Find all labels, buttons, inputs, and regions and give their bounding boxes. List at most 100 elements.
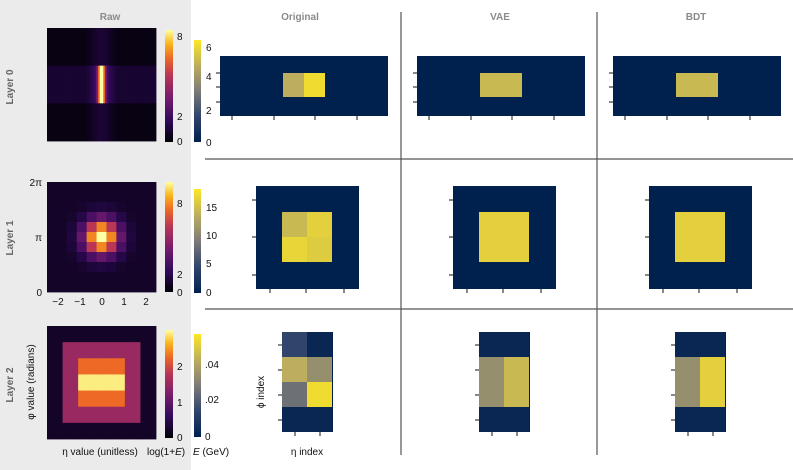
raw-cell (99, 103, 102, 142)
raw-cell (61, 103, 64, 142)
raw-cell (114, 28, 117, 67)
raw-cell (66, 272, 78, 283)
raw-cell (126, 222, 137, 233)
raw-cell (150, 103, 153, 142)
raw-cell (96, 262, 107, 273)
raw-cell (106, 202, 117, 213)
raw-cell (76, 282, 88, 293)
raw-cell (76, 65, 79, 104)
raw-cell (109, 374, 126, 391)
raw-cell (76, 222, 88, 233)
raw-cell (66, 65, 70, 104)
heatmap-cell (675, 212, 700, 237)
raw-y-axis-label: φ value (radians) (26, 344, 37, 419)
raw-cell (65, 28, 68, 67)
raw-cell (106, 242, 117, 253)
heatmap-cell (282, 332, 307, 357)
raw-cell (148, 65, 151, 104)
heatmap-cell (697, 73, 718, 97)
raw-cell (126, 212, 137, 223)
recon-y-axis-label: ϕ index (256, 376, 267, 408)
heatmap-cell (282, 357, 307, 382)
raw-cell (146, 28, 150, 67)
raw-cell (66, 262, 78, 273)
raw-cell (78, 406, 95, 424)
raw-cell (96, 242, 107, 253)
raw-cell (116, 28, 119, 67)
heatmap-cell (504, 332, 529, 357)
raw-cell (56, 262, 68, 273)
raw-x-tick: 2 (143, 297, 149, 308)
raw-cell (137, 28, 141, 67)
raw-cell (96, 192, 107, 203)
raw-cell (57, 103, 61, 142)
raw-cell (116, 65, 119, 104)
raw-cell (68, 28, 72, 67)
raw-cell (83, 103, 86, 142)
raw-cell (96, 222, 107, 233)
raw-cell (47, 65, 50, 104)
raw-cell (47, 358, 63, 375)
raw-cell (109, 342, 126, 359)
raw-cell (86, 222, 97, 233)
raw-cell (106, 28, 110, 67)
raw-cell (47, 282, 58, 293)
heatmap-cell (479, 332, 504, 357)
raw-cell (86, 252, 97, 263)
recon-colorbar-layer0 (194, 40, 201, 142)
raw-cell (116, 212, 127, 223)
raw-cell (148, 28, 151, 67)
raw-cell (125, 103, 128, 142)
heatmap-cell (480, 73, 501, 97)
raw-cell (47, 252, 58, 263)
raw-cell (146, 103, 150, 142)
raw-cell (86, 28, 90, 67)
raw-cbar1-tick: 2 (177, 270, 183, 281)
heatmap-cell (504, 382, 529, 407)
raw-cell (109, 422, 126, 440)
raw-cell (121, 28, 124, 67)
raw-cell (76, 252, 88, 263)
raw-cell (134, 65, 137, 104)
raw-cell (126, 28, 130, 67)
recon-cbar0-tick: 2 (206, 106, 212, 117)
heatmap-cell (675, 357, 700, 382)
heatmap-cell (700, 357, 725, 382)
raw-cell (126, 252, 137, 263)
raw-cell (96, 232, 107, 243)
raw-cell (74, 28, 77, 67)
raw-cell (59, 65, 62, 104)
raw-colorbar-layer1 (165, 182, 173, 292)
raw-cell (56, 282, 68, 293)
heatmap-cell (700, 332, 725, 357)
raw-cell (56, 103, 59, 142)
raw-cell (68, 103, 72, 142)
raw-cell (65, 103, 68, 142)
raw-cell (66, 182, 78, 193)
heatmap-cell (675, 332, 700, 357)
raw-cell (93, 326, 110, 343)
raw-cell (62, 390, 79, 408)
raw-cell (110, 65, 113, 104)
heatmap-cell (504, 212, 529, 237)
heatmap-cell (283, 73, 304, 97)
raw-cell (50, 103, 53, 142)
raw-cell (62, 342, 79, 359)
raw-cell (70, 103, 73, 142)
raw-cell (56, 252, 68, 263)
raw-cell (78, 358, 95, 375)
raw-cell (121, 103, 124, 142)
raw-cell (136, 242, 147, 253)
heatmap-cell (479, 212, 504, 237)
raw-cell (47, 222, 58, 233)
raw-cell (93, 422, 110, 440)
raw-cell (93, 374, 110, 391)
raw-cell (56, 28, 59, 67)
raw-cell (146, 282, 157, 293)
raw-cell (124, 390, 141, 408)
raw-cell (47, 374, 63, 391)
raw-cell (117, 28, 121, 67)
raw-cell (54, 65, 57, 104)
raw-cell (72, 65, 75, 104)
raw-cell (76, 272, 88, 283)
